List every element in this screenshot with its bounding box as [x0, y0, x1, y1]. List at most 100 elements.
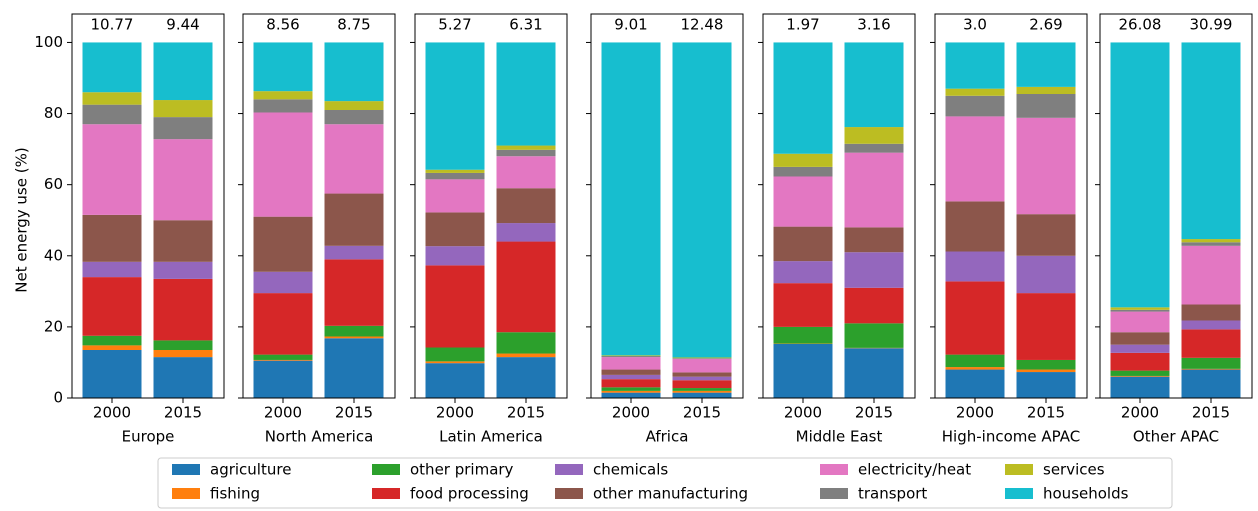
bar-segment: [324, 110, 384, 125]
bar-segment: [253, 99, 313, 113]
panel-frame: [590, 13, 744, 399]
bar-segment: [1181, 245, 1241, 305]
legend-label: agriculture: [210, 461, 291, 479]
bar-segment: [82, 345, 142, 350]
bar-segment: [324, 124, 384, 194]
bar-segment: [945, 95, 1005, 117]
bar-segment: [1181, 239, 1241, 243]
bar-segment: [945, 42, 1005, 89]
bar-segment: [425, 347, 485, 362]
bar-segment: [773, 166, 833, 177]
bar-segment: [1110, 307, 1170, 310]
bar-segment: [253, 360, 313, 398]
bar-segment: [425, 246, 485, 266]
bar-segment: [82, 335, 142, 346]
bar-segment: [601, 357, 661, 370]
x-tick-label: 2000: [436, 404, 474, 422]
legend-swatch: [1005, 488, 1033, 499]
legend-label: other manufacturing: [593, 485, 748, 503]
bar-segment: [82, 277, 142, 336]
bar-segment: [601, 379, 661, 388]
legend-label: fishing: [210, 485, 260, 503]
bar-segment: [82, 92, 142, 105]
legend-swatch: [172, 464, 200, 475]
bar-segment: [773, 283, 833, 327]
bar-segment: [425, 212, 485, 247]
bar-segment: [1181, 242, 1241, 246]
panel-frame: [762, 13, 916, 399]
legend-label: transport: [858, 485, 927, 503]
bar-segment: [82, 124, 142, 215]
bar-segment: [1110, 352, 1170, 371]
bar-segment: [945, 88, 1005, 96]
bar-segment: [945, 281, 1005, 355]
panel-title: Other APAC: [1133, 428, 1219, 446]
y-axis-label: Net energy use (%): [13, 147, 31, 292]
x-tick-label: 2015: [683, 404, 721, 422]
bar-segment: [672, 358, 732, 359]
bar-segment: [253, 112, 313, 217]
bar-segment: [1110, 344, 1170, 353]
bar-segment: [253, 42, 313, 92]
bar-segment: [324, 338, 384, 398]
bar-segment: [773, 226, 833, 262]
bar-segment: [425, 179, 485, 213]
bar-segment: [945, 367, 1005, 370]
bar-segment: [496, 223, 556, 242]
bar-segment: [844, 252, 904, 288]
bar-segment: [672, 357, 732, 359]
legend-swatch: [555, 488, 583, 499]
bar-segment: [153, 100, 213, 118]
total-label: 30.99: [1190, 16, 1233, 34]
bar-segment: [945, 369, 1005, 398]
bar-segment: [82, 350, 142, 398]
bar-segment: [844, 127, 904, 144]
y-tick-label: 100: [34, 33, 63, 51]
bar-segment: [496, 357, 556, 398]
x-tick-label: 2015: [1027, 404, 1065, 422]
bar-segment: [1016, 369, 1076, 373]
legend-label: chemicals: [593, 461, 668, 479]
bar-segment: [1016, 293, 1076, 360]
total-label: 3.0: [963, 16, 987, 34]
bar-segment: [1181, 357, 1241, 369]
y-tick-label: 60: [44, 175, 63, 193]
x-tick-label: 2000: [264, 404, 302, 422]
legend-label: other primary: [410, 461, 514, 479]
bar-segment: [1016, 94, 1076, 118]
bar-segment: [773, 42, 833, 154]
panel-title: Europe: [122, 428, 175, 446]
bar-segment: [425, 42, 485, 170]
bar-segment: [324, 259, 384, 326]
bar-segment: [672, 376, 732, 381]
panel-frame: [934, 13, 1088, 399]
x-tick-label: 2000: [612, 404, 650, 422]
bar-segment: [945, 201, 1005, 252]
bar-segment: [1110, 42, 1170, 308]
bar-segment: [672, 392, 732, 398]
bar-segment: [844, 152, 904, 228]
x-tick-label: 2015: [1192, 404, 1230, 422]
total-label: 3.16: [857, 16, 890, 34]
legend-label: electricity/heat: [858, 461, 971, 479]
bar-segment: [1110, 332, 1170, 345]
total-label: 12.48: [681, 16, 724, 34]
bar-segment: [425, 363, 485, 398]
bar-segment: [324, 325, 384, 337]
panel-title: North America: [265, 428, 374, 446]
bar-segment: [82, 42, 142, 93]
bar-segment: [253, 216, 313, 272]
bar-segment: [601, 392, 661, 398]
total-label: 8.56: [266, 16, 299, 34]
legend-label: food processing: [410, 485, 529, 503]
y-tick-label: 0: [53, 389, 63, 407]
bar-segment: [324, 42, 384, 102]
bar-segment: [601, 355, 661, 357]
bar-segment: [773, 153, 833, 167]
bar-segment: [425, 172, 485, 180]
panel-title: Africa: [646, 428, 689, 446]
x-tick-label: 2015: [855, 404, 893, 422]
legend-swatch: [1005, 464, 1033, 475]
bar-segment: [1110, 375, 1170, 377]
